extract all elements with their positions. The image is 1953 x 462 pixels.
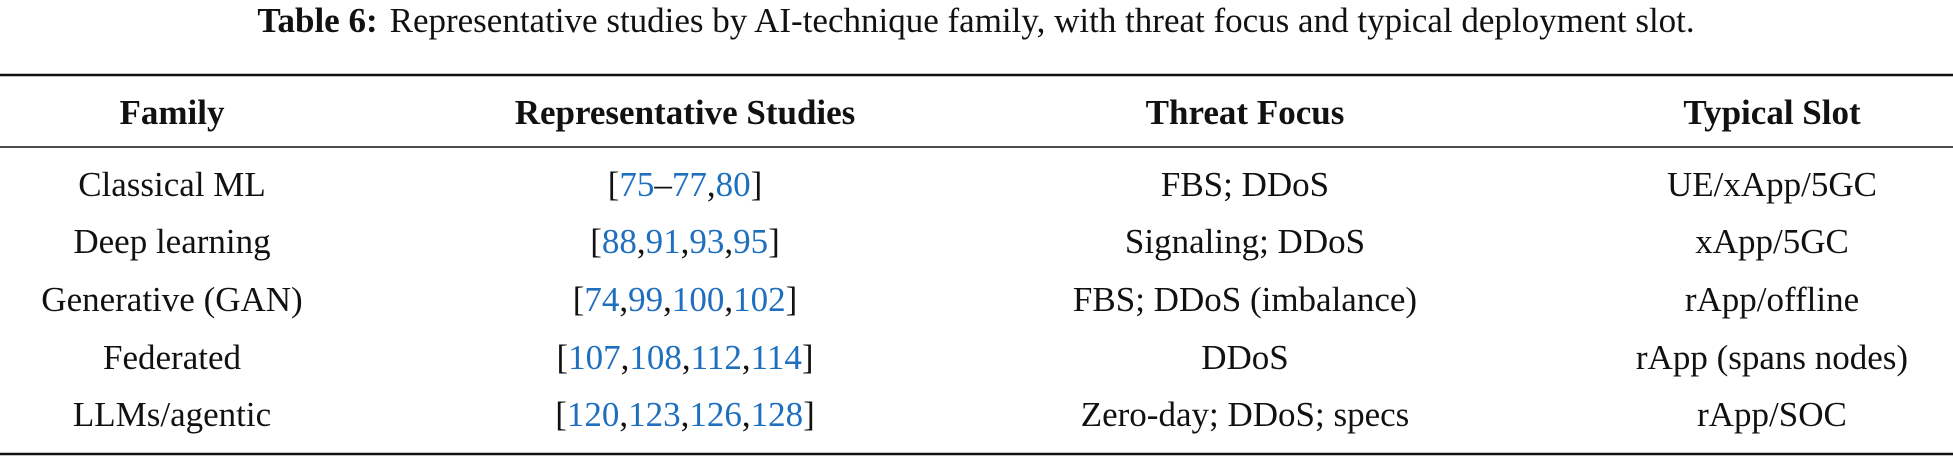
citation-punct: , [681,222,690,261]
table-cell: Zero-day; DDoS; specs [1081,395,1410,434]
citation-punct: , [682,338,691,377]
citation-punct: , [724,222,733,261]
citation-punct: , [619,395,628,434]
citation-cell: [120,123,126,128] [555,395,815,434]
citation-link[interactable]: 108 [629,338,682,377]
citation-punct: ] [786,280,798,319]
table-cell: rApp (spans nodes) [1636,338,1908,377]
column-header: Typical Slot [1683,93,1861,132]
citation-link[interactable]: 123 [628,395,681,434]
citation-link[interactable]: 91 [646,222,681,261]
citation-link[interactable]: 114 [751,338,802,377]
citation-punct: , [681,395,690,434]
caption: Table 6: Representative studies by AI-tec… [257,1,1694,40]
citation-punct: ] [803,395,815,434]
citation-punct: , [621,338,630,377]
citation-punct: ] [802,338,814,377]
citation-punct: , [724,280,733,319]
citation-punct: [ [557,338,569,377]
table-cell: xApp/5GC [1695,222,1849,261]
citation-punct: – [653,165,672,204]
citation-cell: [74,99,100,102] [573,280,798,319]
caption-text: Representative studies by AI-technique f… [390,1,1695,40]
table-cell: FBS; DDoS (imbalance) [1073,280,1417,319]
column-header: Family [120,93,225,132]
table-cell: rApp/SOC [1697,395,1847,434]
caption-label: Table 6: [257,1,377,40]
citation-link[interactable]: 100 [672,280,725,319]
citation-link[interactable]: 80 [716,165,751,204]
citation-punct: , [742,395,751,434]
citation-punct: , [619,280,628,319]
citation-link[interactable]: 99 [628,280,663,319]
citation-link[interactable]: 112 [691,338,742,377]
citation-link[interactable]: 128 [751,395,804,434]
citation-cell: [107,108,112,114] [557,338,814,377]
table-cell: DDoS [1201,338,1289,377]
citation-link[interactable]: 77 [672,165,707,204]
table-cell: Generative (GAN) [41,280,302,319]
column-header: Representative Studies [515,93,856,132]
citation-punct: [ [608,165,620,204]
citation-punct: , [707,165,716,204]
citation-punct: , [742,338,751,377]
citation-link[interactable]: 75 [619,165,654,204]
citation-link[interactable]: 95 [733,222,768,261]
citation-link[interactable]: 126 [689,395,742,434]
citation-cell: [75–77,80] [608,165,763,204]
table-cell: UE/xApp/5GC [1667,165,1877,204]
table-cell: rApp/offline [1685,280,1859,319]
citation-link[interactable]: 107 [568,338,621,377]
table-cell: Signaling; DDoS [1125,222,1365,261]
citation-link[interactable]: 88 [602,222,637,261]
table-cell: Federated [103,338,241,377]
citation-link[interactable]: 120 [567,395,620,434]
citation-punct: ] [751,165,763,204]
table-cell: Deep learning [73,222,270,261]
citation-punct: [ [573,280,585,319]
table-cell: LLMs/agentic [73,395,271,434]
citation-punct: ] [768,222,780,261]
citation-link[interactable]: 102 [733,280,786,319]
citation-punct: , [637,222,646,261]
column-header: Threat Focus [1146,93,1345,132]
citation-link[interactable]: 74 [584,280,619,319]
citation-cell: [88,91,93,95] [590,222,780,261]
citation-punct: [ [555,395,567,434]
table-cell: FBS; DDoS [1161,165,1329,204]
citation-punct: [ [590,222,602,261]
citation-punct: , [663,280,672,319]
citation-link[interactable]: 93 [689,222,724,261]
table-cell: Classical ML [78,165,266,204]
